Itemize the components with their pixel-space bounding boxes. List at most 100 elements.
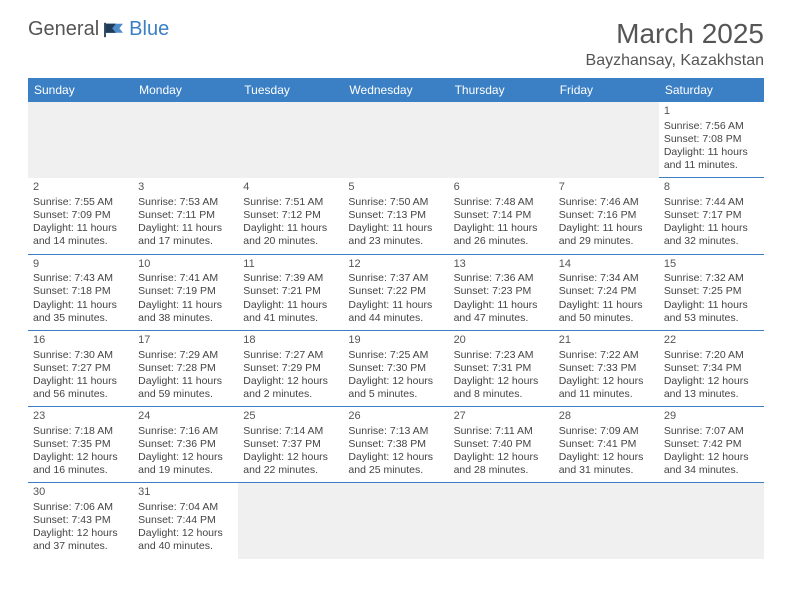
- calendar-blank-cell: [659, 483, 764, 559]
- calendar-day-cell: 9Sunrise: 7:43 AMSunset: 7:18 PMDaylight…: [28, 254, 133, 330]
- sunrise-text: Sunrise: 7:48 AM: [454, 196, 549, 209]
- weekday-header: Saturday: [659, 78, 764, 102]
- sunrise-text: Sunrise: 7:55 AM: [33, 196, 128, 209]
- calendar-blank-cell: [133, 102, 238, 178]
- daylight-text: Daylight: 12 hours and 2 minutes.: [243, 375, 338, 401]
- sunrise-text: Sunrise: 7:32 AM: [664, 272, 759, 285]
- sunset-text: Sunset: 7:34 PM: [664, 362, 759, 375]
- calendar-day-cell: 2Sunrise: 7:55 AMSunset: 7:09 PMDaylight…: [28, 178, 133, 254]
- calendar-day-cell: 27Sunrise: 7:11 AMSunset: 7:40 PMDayligh…: [449, 407, 554, 483]
- sunrise-text: Sunrise: 7:43 AM: [33, 272, 128, 285]
- calendar-day-cell: 5Sunrise: 7:50 AMSunset: 7:13 PMDaylight…: [343, 178, 448, 254]
- calendar-blank-cell: [238, 483, 343, 559]
- sunset-text: Sunset: 7:29 PM: [243, 362, 338, 375]
- sunset-text: Sunset: 7:37 PM: [243, 438, 338, 451]
- sunset-text: Sunset: 7:17 PM: [664, 209, 759, 222]
- calendar-day-cell: 25Sunrise: 7:14 AMSunset: 7:37 PMDayligh…: [238, 407, 343, 483]
- calendar-week-row: 30Sunrise: 7:06 AMSunset: 7:43 PMDayligh…: [28, 483, 764, 559]
- sunrise-text: Sunrise: 7:36 AM: [454, 272, 549, 285]
- sunset-text: Sunset: 7:31 PM: [454, 362, 549, 375]
- sunset-text: Sunset: 7:19 PM: [138, 285, 233, 298]
- calendar-day-cell: 22Sunrise: 7:20 AMSunset: 7:34 PMDayligh…: [659, 330, 764, 406]
- sunset-text: Sunset: 7:27 PM: [33, 362, 128, 375]
- calendar-day-cell: 14Sunrise: 7:34 AMSunset: 7:24 PMDayligh…: [554, 254, 659, 330]
- day-number: 26: [348, 410, 443, 424]
- day-number: 25: [243, 410, 338, 424]
- day-number: 28: [559, 410, 654, 424]
- sunrise-text: Sunrise: 7:27 AM: [243, 349, 338, 362]
- sunset-text: Sunset: 7:09 PM: [33, 209, 128, 222]
- day-number: 2: [33, 181, 128, 195]
- sunrise-text: Sunrise: 7:16 AM: [138, 425, 233, 438]
- day-number: 29: [664, 410, 759, 424]
- calendar-day-cell: 12Sunrise: 7:37 AMSunset: 7:22 PMDayligh…: [343, 254, 448, 330]
- calendar-day-cell: 29Sunrise: 7:07 AMSunset: 7:42 PMDayligh…: [659, 407, 764, 483]
- daylight-text: Daylight: 12 hours and 25 minutes.: [348, 451, 443, 477]
- sunrise-text: Sunrise: 7:51 AM: [243, 196, 338, 209]
- daylight-text: Daylight: 12 hours and 31 minutes.: [559, 451, 654, 477]
- daylight-text: Daylight: 11 hours and 26 minutes.: [454, 222, 549, 248]
- calendar-day-cell: 15Sunrise: 7:32 AMSunset: 7:25 PMDayligh…: [659, 254, 764, 330]
- day-number: 13: [454, 258, 549, 272]
- calendar-day-cell: 13Sunrise: 7:36 AMSunset: 7:23 PMDayligh…: [449, 254, 554, 330]
- sunrise-text: Sunrise: 7:13 AM: [348, 425, 443, 438]
- daylight-text: Daylight: 11 hours and 47 minutes.: [454, 299, 549, 325]
- sunrise-text: Sunrise: 7:53 AM: [138, 196, 233, 209]
- daylight-text: Daylight: 11 hours and 38 minutes.: [138, 299, 233, 325]
- calendar-day-cell: 18Sunrise: 7:27 AMSunset: 7:29 PMDayligh…: [238, 330, 343, 406]
- day-number: 16: [33, 334, 128, 348]
- calendar-day-cell: 7Sunrise: 7:46 AMSunset: 7:16 PMDaylight…: [554, 178, 659, 254]
- sunset-text: Sunset: 7:28 PM: [138, 362, 233, 375]
- sunrise-text: Sunrise: 7:07 AM: [664, 425, 759, 438]
- day-number: 18: [243, 334, 338, 348]
- day-number: 19: [348, 334, 443, 348]
- sunset-text: Sunset: 7:36 PM: [138, 438, 233, 451]
- day-number: 8: [664, 181, 759, 195]
- sunset-text: Sunset: 7:16 PM: [559, 209, 654, 222]
- calendar-day-cell: 8Sunrise: 7:44 AMSunset: 7:17 PMDaylight…: [659, 178, 764, 254]
- calendar-blank-cell: [554, 483, 659, 559]
- sunset-text: Sunset: 7:23 PM: [454, 285, 549, 298]
- calendar-day-cell: 10Sunrise: 7:41 AMSunset: 7:19 PMDayligh…: [133, 254, 238, 330]
- calendar-day-cell: 3Sunrise: 7:53 AMSunset: 7:11 PMDaylight…: [133, 178, 238, 254]
- sunrise-text: Sunrise: 7:06 AM: [33, 501, 128, 514]
- daylight-text: Daylight: 11 hours and 11 minutes.: [664, 146, 759, 172]
- day-number: 22: [664, 334, 759, 348]
- flag-icon: [103, 21, 125, 39]
- month-title: March 2025: [586, 18, 764, 50]
- day-number: 14: [559, 258, 654, 272]
- sunset-text: Sunset: 7:11 PM: [138, 209, 233, 222]
- calendar-blank-cell: [343, 102, 448, 178]
- sunset-text: Sunset: 7:44 PM: [138, 514, 233, 527]
- sunrise-text: Sunrise: 7:29 AM: [138, 349, 233, 362]
- calendar-blank-cell: [449, 483, 554, 559]
- logo-text-general: General: [28, 18, 99, 41]
- day-number: 3: [138, 181, 233, 195]
- daylight-text: Daylight: 11 hours and 20 minutes.: [243, 222, 338, 248]
- daylight-text: Daylight: 12 hours and 19 minutes.: [138, 451, 233, 477]
- calendar-day-cell: 17Sunrise: 7:29 AMSunset: 7:28 PMDayligh…: [133, 330, 238, 406]
- calendar-week-row: 9Sunrise: 7:43 AMSunset: 7:18 PMDaylight…: [28, 254, 764, 330]
- logo: General Blue: [28, 18, 169, 41]
- daylight-text: Daylight: 12 hours and 8 minutes.: [454, 375, 549, 401]
- calendar-week-row: 2Sunrise: 7:55 AMSunset: 7:09 PM Daylight…: [28, 178, 764, 254]
- calendar-day-cell: 31Sunrise: 7:04 AMSunset: 7:44 PMDayligh…: [133, 483, 238, 559]
- sunset-text: Sunset: 7:43 PM: [33, 514, 128, 527]
- sunset-text: Sunset: 7:40 PM: [454, 438, 549, 451]
- calendar-blank-cell: [554, 102, 659, 178]
- calendar-week-row: 16Sunrise: 7:30 AMSunset: 7:27 PMDayligh…: [28, 330, 764, 406]
- day-number: 4: [243, 181, 338, 195]
- daylight-text: Daylight: 12 hours and 34 minutes.: [664, 451, 759, 477]
- day-number: 24: [138, 410, 233, 424]
- daylight-text: Daylight: 12 hours and 16 minutes.: [33, 451, 128, 477]
- calendar-day-cell: 26Sunrise: 7:13 AMSunset: 7:38 PMDayligh…: [343, 407, 448, 483]
- day-number: 5: [348, 181, 443, 195]
- sunset-text: Sunset: 7:22 PM: [348, 285, 443, 298]
- sunset-text: Sunset: 7:12 PM: [243, 209, 338, 222]
- day-number: 9: [33, 258, 128, 272]
- daylight-text: Daylight: 11 hours and 17 minutes.: [138, 222, 233, 248]
- day-number: 6: [454, 181, 549, 195]
- daylight-text: Daylight: 12 hours and 28 minutes.: [454, 451, 549, 477]
- day-number: 23: [33, 410, 128, 424]
- weekday-header: Sunday: [28, 78, 133, 102]
